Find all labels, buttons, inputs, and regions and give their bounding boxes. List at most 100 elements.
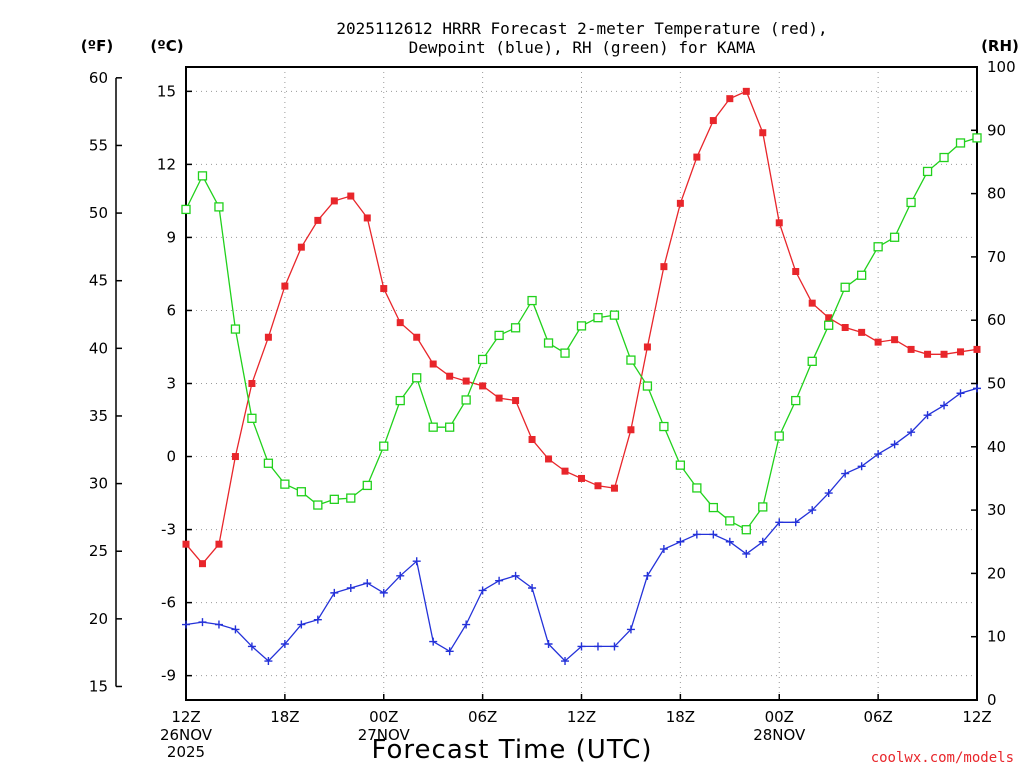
rh-point [494, 330, 504, 341]
rh-point [791, 395, 801, 406]
rh-point [972, 133, 982, 143]
rh-point [741, 525, 751, 535]
temperature-point [495, 394, 503, 402]
dewpoint-point [923, 411, 932, 420]
dewpoint-point [396, 571, 405, 580]
rh-point [758, 502, 768, 512]
fahrenheit-tick-label: 30 [89, 475, 108, 493]
fahrenheit-tick-label: 40 [89, 339, 108, 357]
celsius-tick-label: 0 [166, 448, 176, 466]
dewpoint-point [313, 615, 322, 624]
rh-point [543, 338, 554, 348]
dewpoint-point [725, 537, 734, 546]
dewpoint-point [742, 549, 751, 558]
x-axis-label: Forecast Time (UTC) [371, 735, 652, 765]
rh-point [230, 324, 241, 334]
temperature-point [363, 214, 371, 222]
rh-tick-label: 90 [987, 121, 1006, 139]
rh-point [445, 422, 455, 432]
temperature-point [578, 474, 585, 482]
dewpoint-point [346, 584, 355, 593]
dewpoint-point [214, 620, 223, 629]
temperature-point [347, 192, 355, 200]
rh-point [395, 395, 405, 406]
dewpoint-point [561, 657, 570, 666]
dewpoint-point [775, 518, 784, 527]
rh-tick-label: 10 [987, 628, 1006, 646]
temperature-point [825, 314, 833, 322]
temperature-point [973, 345, 981, 353]
x-tick-year: 2025 [167, 743, 205, 761]
grid-lines [186, 67, 977, 700]
data-series [181, 87, 982, 666]
rh-point [593, 313, 603, 323]
x-tick-label: 12Z [567, 708, 596, 726]
dewpoint-point [808, 506, 817, 515]
x-tick-label: 12Z [171, 708, 200, 726]
temperature-point [676, 199, 684, 207]
x-tick-label: 00Z [765, 708, 794, 726]
temperature-point [231, 453, 239, 461]
temperature-point [940, 350, 948, 358]
dewpoint-point [363, 579, 372, 588]
rh-point [642, 381, 653, 391]
temperature-point [528, 435, 536, 443]
temperature-point [462, 377, 470, 385]
temperature-point [330, 197, 338, 205]
fahrenheit-tick-label: 15 [89, 677, 108, 695]
fahrenheit-tick-label: 55 [89, 136, 108, 154]
dewpoint-point [495, 576, 504, 585]
rh-tick-label: 30 [987, 501, 1006, 519]
fahrenheit-tick-label: 50 [89, 204, 108, 222]
dewpoint-point [643, 571, 652, 580]
temperature-point [182, 540, 190, 548]
temperature-point [924, 350, 932, 358]
dewpoint-point [610, 642, 619, 651]
temperature-point [610, 484, 618, 492]
rh-point [856, 270, 867, 280]
temperature-point [627, 426, 635, 434]
rh-point [362, 480, 372, 491]
chart-title: 2025112612 HRRR Forecast 2-meter Tempera… [336, 19, 827, 38]
dewpoint-point [791, 518, 800, 527]
dewpoint-point [231, 625, 240, 634]
rh-point [576, 321, 587, 331]
dewpoint-point [280, 640, 289, 649]
dewpoint-point [198, 618, 207, 627]
dewpoint-point [676, 537, 685, 546]
rh-point [428, 422, 438, 432]
celsius-tick-label: 3 [166, 375, 176, 393]
dewpoint-point [709, 530, 718, 539]
temperature-point [957, 348, 965, 356]
dewpoint-point [824, 489, 833, 498]
celsius-unit-label: (ºC) [150, 37, 183, 55]
dewpoint-point [907, 428, 916, 437]
temperature-point [742, 87, 750, 95]
temperature-point [215, 540, 223, 548]
temperature-point [891, 336, 899, 344]
rh-point [527, 295, 537, 306]
dewpoint-point [544, 640, 553, 649]
rh-tick-label: 40 [987, 438, 1006, 456]
rh-point [181, 204, 191, 215]
x-tick-label: 18Z [270, 708, 299, 726]
celsius-tick-label: 15 [157, 82, 176, 100]
rh-point [296, 487, 307, 497]
x-tick-label: 18Z [666, 708, 695, 726]
dewpoint-point [890, 440, 899, 449]
rh-point [214, 202, 224, 212]
rh-point [626, 355, 636, 365]
x-tick-date: 27NOV [358, 726, 411, 744]
temperature-point [281, 282, 289, 290]
dewpoint-point [297, 620, 306, 629]
rh-point [280, 479, 290, 489]
temperature-point [726, 95, 734, 103]
dewpoint-point [841, 469, 850, 478]
fahrenheit-tick-label: 20 [89, 610, 108, 628]
temperature-point [413, 333, 421, 341]
dewpoint-point [412, 557, 421, 566]
temperature-point [479, 382, 487, 390]
fahrenheit-unit-label: (ºF) [81, 37, 113, 55]
rh-point [692, 483, 702, 493]
